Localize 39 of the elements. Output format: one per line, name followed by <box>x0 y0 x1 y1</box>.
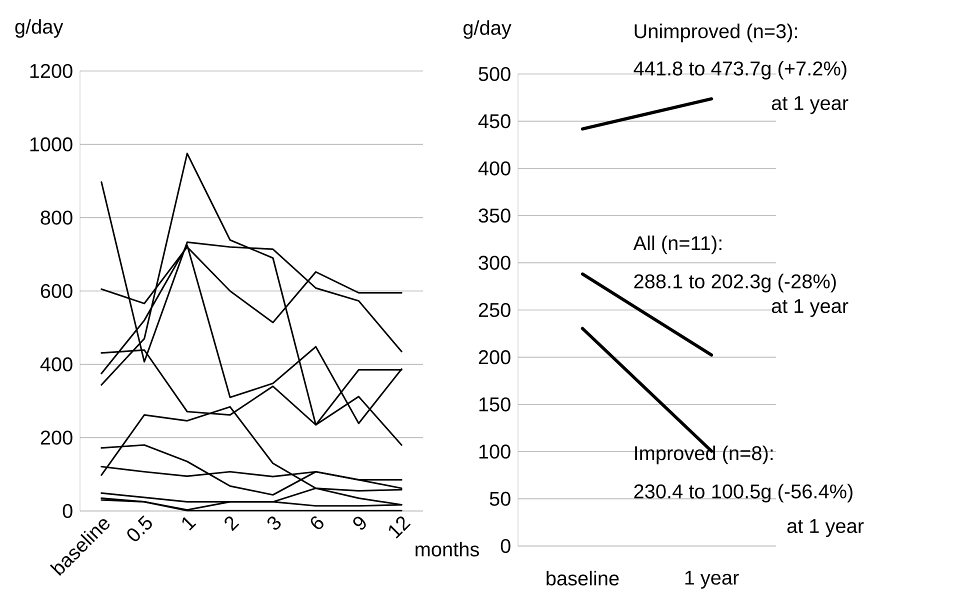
y-tick-label: 150 <box>479 397 510 412</box>
text: at 1 year <box>787 519 864 537</box>
x-tick-label: 1 <box>182 517 196 531</box>
y-tick-label: 0 <box>62 504 72 518</box>
x-tick-label: 3 <box>267 516 281 530</box>
y-tick-label: 0 <box>500 538 510 554</box>
y-tick-label: 200 <box>478 350 510 364</box>
x-tick-label: 6 <box>310 516 324 530</box>
y-tick-label: 50 <box>490 492 510 506</box>
annotation: 230.4 to 100.5g (-56.4%) <box>634 484 852 502</box>
x-tick-label: 0.5 <box>127 515 152 542</box>
annotation: 288.1 to 202.3g (-28%) <box>634 274 836 292</box>
y-tick-label: 800 <box>40 210 72 225</box>
annotation: 441.8 to 473.7g (+7.2%) <box>634 60 846 80</box>
y-tick-label: 400 <box>478 161 510 176</box>
x-tick-label: baseline <box>546 570 619 586</box>
x-tick-label: 2 <box>224 516 240 532</box>
y-tick-label: 1000 <box>30 137 72 152</box>
x-axis-title: months <box>416 542 479 556</box>
x-tick-label: 9 <box>353 516 366 530</box>
y-tick-label: 100 <box>479 444 510 459</box>
y-axis-title: g/day <box>464 20 512 39</box>
x-tick-label: 1 year <box>685 570 739 589</box>
y-tick-label: 1200 <box>30 64 72 78</box>
annotation: Improved (n=8): <box>635 446 773 464</box>
annotation: at 1 year <box>772 299 848 318</box>
y-tick-label: 350 <box>478 208 510 223</box>
y-tick-label: 600 <box>40 284 72 298</box>
y-tick-label: 500 <box>478 66 510 82</box>
annotation: at 1 year <box>772 96 848 114</box>
y-tick-label: 300 <box>478 256 510 270</box>
y-tick-label: 250 <box>478 302 510 318</box>
y-tick-label: 400 <box>40 357 72 372</box>
y-tick-label: 200 <box>40 430 72 445</box>
annotation: All (n=11): <box>633 236 722 254</box>
y-axis-title: g/day <box>15 19 64 38</box>
text: Unimproved (n=3): <box>634 24 797 42</box>
x-tick-label: 12 <box>388 516 411 539</box>
y-tick-label: 450 <box>478 114 510 128</box>
